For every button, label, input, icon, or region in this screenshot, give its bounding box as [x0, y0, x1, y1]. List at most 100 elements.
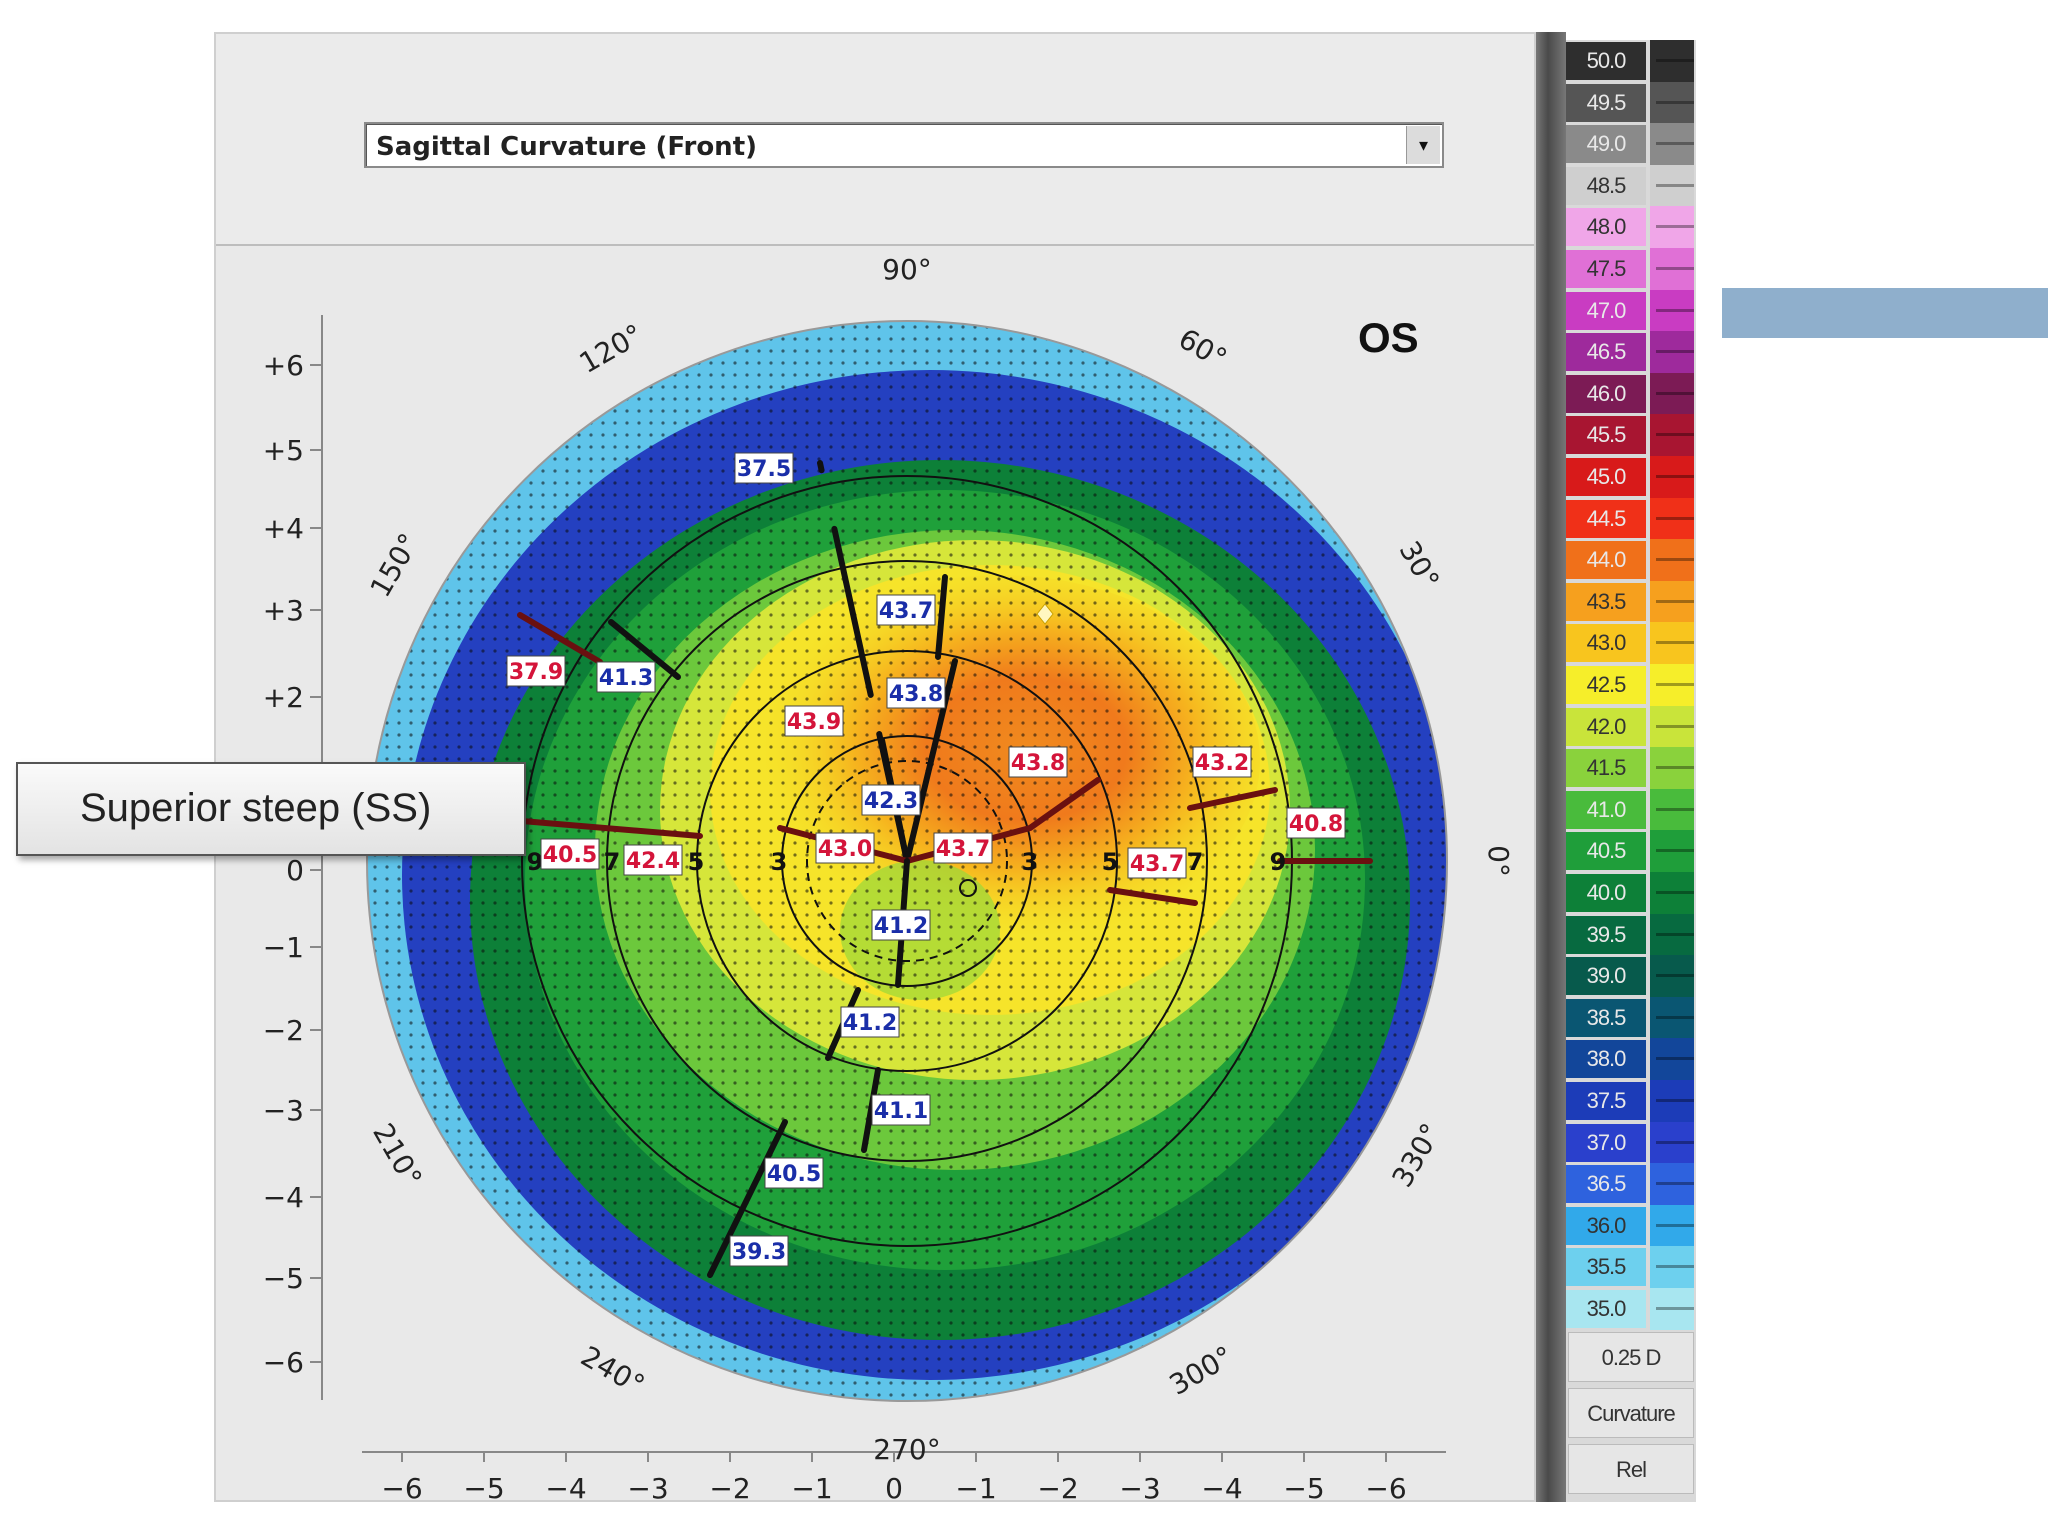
- ring-label: 3: [1022, 848, 1039, 876]
- x-tick-label: −4: [545, 1472, 586, 1505]
- meridian-segment: [904, 658, 958, 864]
- legend-row: 37.5: [1566, 1080, 1696, 1122]
- value-box-bg: [784, 705, 844, 737]
- pupil-ring: [806, 760, 1008, 962]
- y-tick-label: +4: [263, 512, 304, 545]
- ring-label: 9: [527, 848, 544, 876]
- legend-swatch: [1650, 1204, 1694, 1247]
- legend-swatch: [1650, 331, 1694, 374]
- y-tick-label: −1: [263, 931, 304, 964]
- legend-row: 41.0: [1566, 788, 1696, 831]
- legend-row: 36.0: [1566, 1204, 1696, 1247]
- legend-swatch: [1650, 788, 1694, 831]
- value-box-bg: [933, 832, 993, 864]
- legend-row: 47.5: [1566, 248, 1696, 290]
- degree-label: 90°: [882, 253, 932, 286]
- curvature-value: 41.1: [874, 1099, 928, 1124]
- scale-divider: [1536, 32, 1566, 1502]
- value-box-bg: [1127, 847, 1187, 879]
- legend-row: 43.0: [1566, 622, 1696, 665]
- degree-label: 60°: [1173, 322, 1232, 375]
- legend-row: 42.5: [1566, 664, 1696, 706]
- pupil-center-icon: [959, 879, 977, 897]
- value-box-bg: [871, 1094, 931, 1126]
- curvature-value: 40.5: [767, 1162, 821, 1187]
- legend-swatch: [1650, 913, 1694, 956]
- ring-3mm: [781, 735, 1033, 987]
- dropdown-arrow-icon[interactable]: ▾: [1406, 126, 1440, 164]
- legend-swatch: [1650, 622, 1694, 665]
- meridian-segment: [861, 1067, 881, 1153]
- legend-row: 38.0: [1566, 1038, 1696, 1081]
- legend-value: 38.0: [1566, 1040, 1646, 1079]
- legend-swatch: [1650, 747, 1694, 790]
- y-tick-label: +5: [263, 434, 304, 467]
- legend-row: 35.0: [1566, 1288, 1696, 1330]
- legend-value: 48.0: [1566, 208, 1646, 247]
- y-tick-label: −4: [263, 1181, 304, 1214]
- x-tick-label: −2: [1037, 1472, 1078, 1505]
- ring-label: 9: [1270, 848, 1287, 876]
- legend-row: 35.5: [1566, 1246, 1696, 1289]
- value-box-bg: [729, 1235, 789, 1267]
- y-axis-ticks: +6 +5 +4 +3 +2 0 −1 −2 −3 −4 −5 −6: [263, 349, 322, 1379]
- callout-text: Superior steep (SS): [80, 786, 432, 830]
- legend-swatch: [1650, 206, 1694, 249]
- value-box-bg: [764, 1157, 824, 1189]
- legend-row: 37.0: [1566, 1121, 1696, 1164]
- legend-row: 39.0: [1566, 955, 1696, 998]
- legend-swatch: [1650, 289, 1694, 332]
- value-box-bg: [506, 655, 566, 687]
- legend-row: 38.5: [1566, 996, 1696, 1039]
- curvature-value: 43.9: [787, 710, 841, 735]
- legend-value: 49.5: [1566, 83, 1646, 122]
- ring-7mm: [606, 560, 1208, 1162]
- y-tick-label: +2: [263, 681, 304, 714]
- legend-swatch: [1650, 580, 1694, 623]
- legend-row: 40.5: [1566, 830, 1696, 873]
- curvature-value-labels: 37.5 43.7 37.9 41.3 43.8 43.9 42.3 43.8 43.2 40.8…: [506, 452, 1346, 1267]
- degree-label: 0°: [1482, 845, 1515, 877]
- legend-row: 47.0: [1566, 289, 1696, 332]
- curvature-value: 37.9: [509, 660, 563, 685]
- curvature-value: 43.2: [1195, 751, 1249, 776]
- legend-swatch: [1650, 705, 1694, 748]
- legend-value: 41.0: [1566, 790, 1646, 829]
- legend-swatch: [1650, 456, 1694, 498]
- legend-value: 35.0: [1566, 1290, 1646, 1328]
- value-box-bg: [734, 452, 794, 484]
- legend-row: 41.5: [1566, 747, 1696, 790]
- legend-row: 46.5: [1566, 331, 1696, 374]
- value-box-bg: [1192, 746, 1252, 778]
- legend-mode: Curvature: [1568, 1388, 1694, 1438]
- degree-label: 270°: [873, 1433, 940, 1466]
- x-tick-label: 0: [885, 1472, 903, 1505]
- legend-value: 40.0: [1566, 874, 1646, 912]
- legend-swatch: [1650, 830, 1694, 873]
- accent-bar: [1722, 288, 2048, 338]
- meridian-segment: [707, 1119, 788, 1278]
- legend-row: 44.5: [1566, 497, 1696, 540]
- curvature-value: 42.3: [864, 789, 918, 814]
- legend-step: 0.25 D: [1568, 1332, 1694, 1382]
- legend-value: 45.5: [1566, 416, 1646, 455]
- legend-swatch: [1650, 81, 1694, 124]
- map-type-select[interactable]: Sagittal Curvature (Front) ▾: [364, 122, 1444, 168]
- degree-label: 240°: [575, 1340, 650, 1402]
- curvature-value: 43.8: [1011, 751, 1065, 776]
- eye-label: OS: [1358, 314, 1419, 361]
- legend-value: 39.0: [1566, 957, 1646, 996]
- legend-value: 47.5: [1566, 250, 1646, 288]
- y-tick-label: 0: [286, 854, 304, 887]
- legend-value: 42.5: [1566, 666, 1646, 704]
- legend-row: 49.0: [1566, 123, 1696, 166]
- legend-value: 44.5: [1566, 499, 1646, 538]
- legend-value: 37.0: [1566, 1123, 1646, 1162]
- legend-value: 47.0: [1566, 291, 1646, 330]
- curvature-value: 37.5: [737, 457, 791, 482]
- x-tick-label: −6: [381, 1472, 422, 1505]
- legend-row: 40.0: [1566, 872, 1696, 914]
- legend-value: 43.5: [1566, 582, 1646, 621]
- value-box-bg: [876, 594, 936, 626]
